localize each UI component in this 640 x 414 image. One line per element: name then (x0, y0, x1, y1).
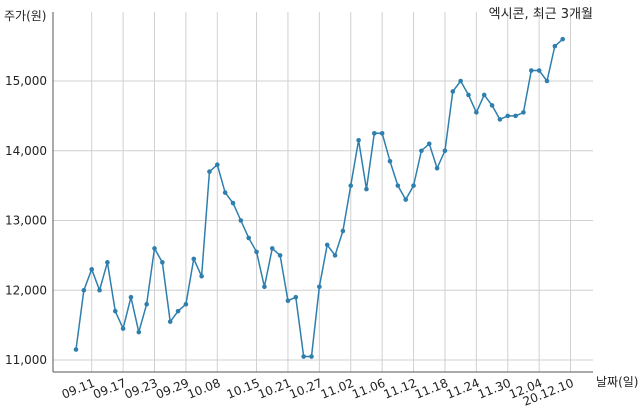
data-point (120, 326, 126, 331)
data-point (191, 256, 197, 262)
data-point (246, 235, 251, 241)
data-point (497, 117, 503, 122)
y-tick-label: 15,000 (5, 74, 47, 88)
data-point (309, 354, 314, 359)
data-point (97, 287, 102, 293)
data-point (112, 308, 118, 314)
data-point (395, 183, 401, 188)
chart-title: 엑시콘, 최근 3개월 (489, 7, 593, 22)
data-point (552, 43, 558, 49)
data-point (128, 294, 134, 300)
y-tick-label: 13,000 (5, 214, 47, 228)
data-point (277, 253, 283, 258)
data-point (348, 183, 354, 188)
data-point (167, 319, 173, 324)
data-point (489, 103, 495, 108)
data-point (560, 36, 565, 42)
tick-labels: 11,00012,00013,00014,00015,00009.1109.17… (5, 74, 576, 409)
data-point (442, 148, 448, 154)
y-tick-label: 12,000 (5, 283, 47, 297)
y-axis-title: 주가(원) (4, 9, 46, 23)
data-point (450, 89, 456, 94)
data-point (293, 294, 299, 300)
data-point (144, 301, 149, 307)
data-point (230, 200, 236, 206)
x-tick-label: 10.08 (185, 376, 222, 402)
data-point (160, 260, 165, 265)
data-point (207, 169, 212, 174)
data-point (474, 110, 479, 115)
data-point (481, 92, 487, 98)
data-point (434, 165, 440, 171)
data-point (324, 242, 330, 248)
data-point (285, 298, 291, 304)
data-point (105, 260, 110, 265)
data-point (183, 301, 189, 307)
data-point (529, 68, 534, 73)
data-point (317, 284, 322, 290)
data-point (73, 347, 79, 352)
grid (53, 12, 593, 372)
x-axis-title: 날짜(일) (596, 375, 638, 389)
y-tick-label: 11,000 (5, 353, 47, 367)
data-point (426, 141, 432, 147)
data-point (152, 246, 157, 251)
data-point (379, 131, 385, 136)
data-point (254, 249, 259, 255)
data-point (301, 354, 306, 359)
data-point (332, 253, 338, 258)
data-point (238, 218, 244, 223)
data-point (215, 162, 220, 167)
data-point (199, 274, 204, 279)
data-point (89, 267, 94, 272)
data-point (340, 228, 346, 234)
data-point (262, 284, 267, 290)
data-point (222, 190, 228, 195)
data-point (419, 148, 424, 154)
data-point (544, 78, 550, 84)
data-point (513, 113, 518, 119)
data-point (364, 186, 369, 192)
axes (52, 12, 593, 373)
data-point (505, 113, 511, 119)
data-point (356, 137, 361, 143)
data-point (175, 308, 181, 314)
data-point (536, 68, 542, 73)
data-point (269, 246, 275, 251)
data-point (458, 78, 463, 84)
data-point (372, 131, 377, 136)
data-point (466, 92, 471, 98)
y-tick-label: 14,000 (5, 144, 47, 158)
data-point (387, 158, 393, 164)
data-point (521, 110, 526, 115)
data-point (136, 329, 142, 335)
price-series (73, 36, 565, 359)
data-point (81, 287, 87, 293)
data-point (403, 197, 409, 202)
data-point (411, 183, 416, 188)
